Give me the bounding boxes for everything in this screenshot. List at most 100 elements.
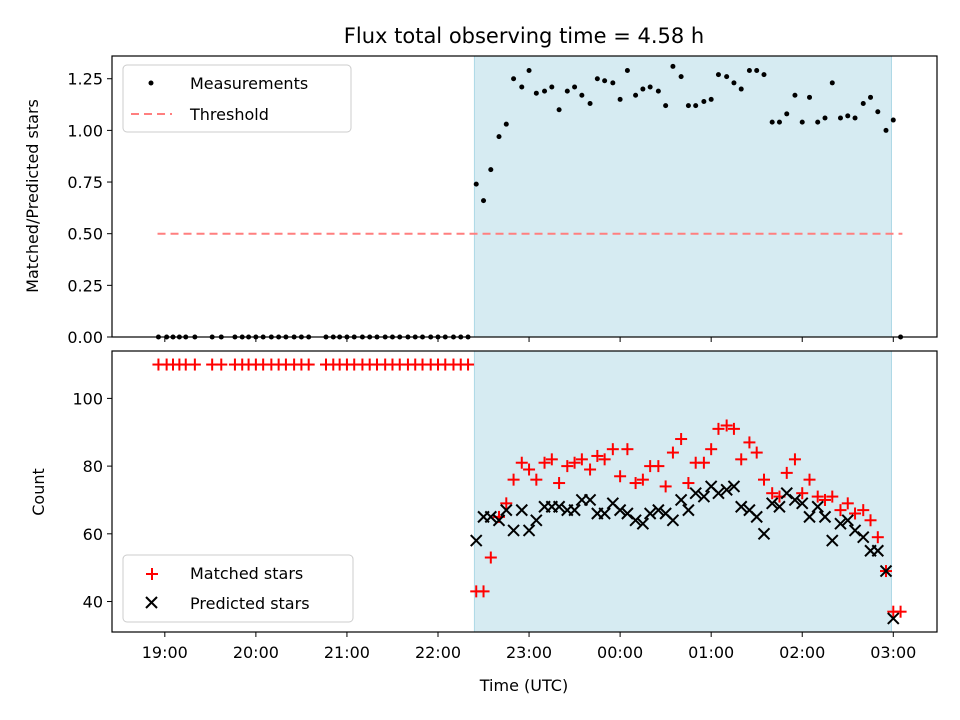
predicted-star-point (780, 486, 793, 500)
matched-star-point (652, 460, 665, 473)
matched-star-point (614, 470, 627, 483)
x-tick-label: 01:00 (688, 643, 734, 662)
measurement-point (663, 103, 669, 109)
matched-star-point (568, 456, 581, 469)
ratio-legend: Measurements Threshold (122, 64, 352, 133)
measurement-point (852, 115, 858, 121)
x-stroke-b (470, 534, 483, 547)
matched-star-point (462, 358, 475, 371)
x-stroke-b (818, 510, 832, 524)
matched-star-point (803, 473, 816, 486)
matched-star-point (841, 497, 854, 510)
predicted-star-point (803, 510, 816, 524)
x-stroke-b (689, 486, 702, 500)
predicted-star-point (773, 500, 786, 513)
x-stroke-b (697, 490, 711, 503)
measurement-point (526, 67, 532, 73)
y-tick-label: 1.00 (67, 121, 103, 140)
x-stroke-b (811, 500, 824, 513)
matched-star-point (515, 456, 528, 469)
measurement-point (845, 113, 851, 119)
x-stroke-b (674, 493, 688, 507)
x-stroke-b (826, 534, 839, 547)
matched-star-point (666, 446, 679, 459)
predicted-star-point (522, 524, 536, 537)
matched-star-point (727, 422, 740, 435)
measurement-point (822, 115, 828, 121)
x-stroke-b (568, 503, 581, 517)
predicted-star-point (834, 517, 847, 530)
measurement-point (815, 119, 821, 125)
matched-star-point (750, 446, 763, 459)
y-tick-label: 0.75 (67, 173, 103, 192)
matched-star-point (598, 453, 611, 466)
predicted-star-point (727, 480, 741, 493)
x-stroke-b (803, 510, 816, 524)
x-stroke-b (735, 500, 748, 513)
matched-star-point (629, 477, 642, 490)
x-stroke-b (522, 524, 536, 537)
predicted-star-point (689, 486, 702, 500)
predicted-star-point (826, 534, 839, 547)
matched-star-point (705, 443, 718, 456)
predicted-star-point (652, 503, 665, 517)
matched-star-point (477, 585, 490, 598)
y-tick-label: 0.25 (67, 276, 103, 295)
measurement-point (769, 119, 775, 125)
x-stroke-b (765, 497, 779, 510)
predicted-star-point (500, 503, 513, 517)
matched-star-point (834, 504, 847, 517)
measurement-point (556, 107, 562, 113)
predicted-star-point (857, 530, 870, 544)
x-tick-label: 23:00 (506, 643, 552, 662)
predicted-star-point (492, 514, 506, 527)
measurement-point (488, 167, 494, 173)
matched-star-point (575, 453, 588, 466)
x-stroke-b (552, 500, 566, 513)
measurement-point (533, 90, 539, 96)
matched-star-point (500, 497, 513, 510)
matched-star-point (796, 487, 809, 500)
predicted-star-point (887, 612, 900, 625)
measurement-point (572, 84, 578, 90)
x-tick-label: 02:00 (779, 643, 825, 662)
predicted-star-point (613, 503, 627, 517)
predicted-star-point (568, 503, 581, 517)
predicted-star-point (796, 497, 809, 510)
matched-star-point (818, 493, 831, 506)
measurement-point (724, 74, 730, 80)
measurement-point (837, 115, 843, 121)
x-stroke-b (682, 503, 695, 517)
measurement-point (799, 119, 805, 125)
matched-star-point (811, 490, 824, 503)
x-stroke-b (629, 514, 642, 527)
predicted-star-point (682, 503, 695, 517)
x-stroke-b (507, 524, 520, 537)
measurement-point (496, 134, 502, 140)
matched-star-point (553, 477, 566, 490)
measurement-point (481, 198, 487, 204)
matched-star-point (538, 456, 551, 469)
x-stroke-b (613, 503, 627, 517)
measurement-point (784, 111, 790, 117)
x-stroke-b (841, 514, 854, 527)
x-stroke-b (887, 612, 900, 625)
y-tick-label: 100 (72, 389, 103, 408)
x-stroke-b (879, 564, 893, 578)
predicted-star-point (818, 510, 832, 524)
matched-star-point (561, 460, 574, 473)
matched-star-point (682, 477, 695, 490)
count-legend-frame (122, 554, 354, 623)
x-stroke-b (720, 483, 733, 497)
predicted-star-point (879, 564, 893, 578)
measurement-point (610, 80, 616, 86)
x-stroke-b (636, 517, 650, 530)
measurement-point (860, 101, 866, 107)
measurement-point (761, 72, 767, 78)
predicted-star-point (674, 493, 688, 507)
measurement-point (890, 117, 896, 123)
matched-star-point (621, 443, 634, 456)
x-tick-label: 03:00 (870, 643, 916, 662)
measurement-point (746, 67, 752, 73)
